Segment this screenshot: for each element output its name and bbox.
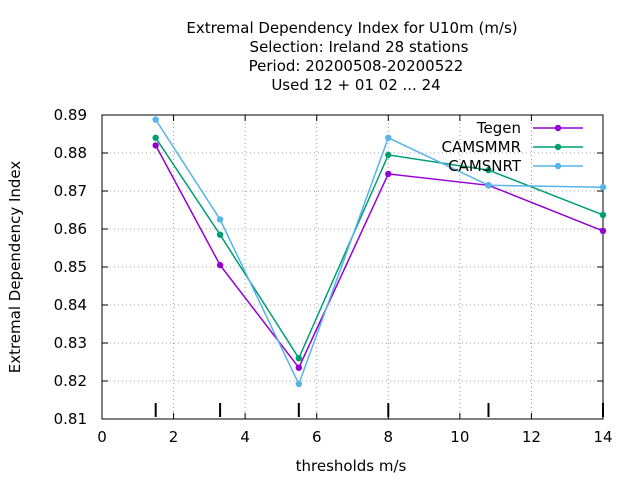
x-tick-labels: 0 2 4 6 8 10 12 14 [97,428,612,446]
x-tick-label: 6 [312,428,322,446]
y-tick-label: 0.81 [54,410,87,428]
data-point [216,231,224,238]
data-point [385,134,392,141]
x-tick-label: 14 [593,428,612,446]
title-line-4: Used 12 + 01 02 ... 24 [271,76,440,94]
x-tick-label: 4 [240,428,250,446]
x-tick-label: 8 [384,428,394,446]
data-point [152,142,159,149]
y-axis-label: Extremal Dependency Index [6,161,24,374]
data-point [485,166,492,174]
series-line [155,119,604,386]
series-group [152,116,607,388]
data-point [599,211,607,219]
data-point [599,227,607,235]
y-tick-label: 0.83 [54,334,87,352]
data-point [216,216,224,223]
legend-item: Tegen [476,119,583,137]
legend-item: CAMSMMR [441,138,583,156]
data-point [295,364,303,371]
x-tick-label: 12 [522,428,541,446]
x-axis-label: thresholds m/s [296,457,407,475]
data-point [295,380,303,388]
data-point [385,151,392,159]
legend-marker [554,143,562,151]
series-line [155,145,604,370]
data-point [152,116,159,123]
data-point [152,134,159,141]
plot-frame [101,114,604,420]
chart-title: Extremal Dependency Index for U10m (m/s)… [186,19,517,94]
legend-item: CAMSNRT [448,157,583,175]
data-point [599,184,607,191]
grid-lines [102,115,603,419]
legend-label: CAMSMMR [441,138,521,156]
data-point [485,182,492,189]
y-tick-label: 0.85 [54,258,87,276]
y-tick-labels: 0.81 0.82 0.83 0.84 0.85 0.86 0.87 0.88 0.89 [54,106,87,428]
y-tick-label: 0.87 [54,182,87,200]
data-point [295,355,303,362]
y-tick-label: 0.86 [54,220,87,238]
data-point [385,170,392,178]
x-tick-label: 0 [97,428,107,446]
legend-marker [554,162,562,170]
series-line [155,137,604,360]
x-tick-label: 10 [450,428,469,446]
data-point [216,261,224,269]
title-line-1: Extremal Dependency Index for U10m (m/s) [186,19,517,37]
threshold-marks [154,403,604,417]
legend-label: Tegen [476,119,521,137]
title-line-2: Selection: Ireland 28 stations [250,38,469,56]
title-line-3: Period: 20200508-20200522 [249,57,464,75]
legend-label: CAMSNRT [448,157,522,175]
series-camsmmr [152,134,607,362]
y-tick-label: 0.88 [54,144,87,162]
y-tick-label: 0.84 [54,296,87,314]
legend-marker [554,124,562,132]
series-camsnrt [152,116,607,388]
y-tick-label: 0.82 [54,372,87,390]
axis-ticks [101,114,604,420]
x-tick-label: 2 [169,428,179,446]
y-tick-label: 0.89 [54,106,87,124]
